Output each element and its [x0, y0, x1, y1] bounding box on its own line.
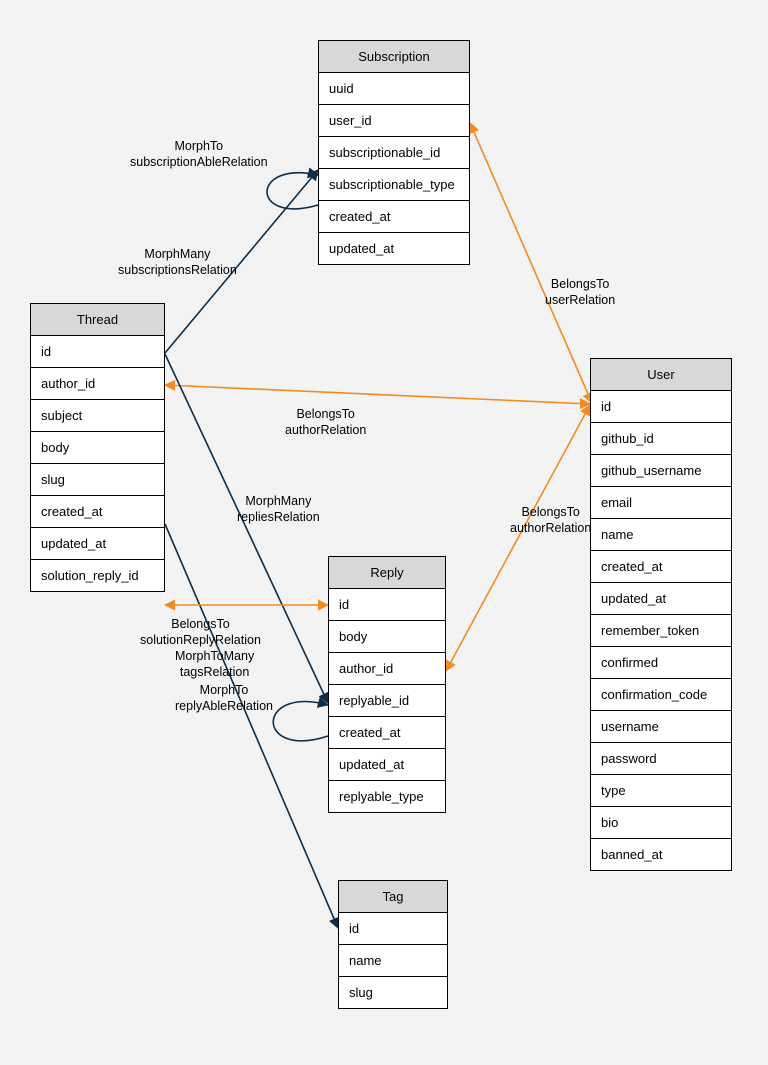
entity-field: updated_at — [591, 583, 731, 615]
entity-field: banned_at — [591, 839, 731, 870]
entity-field: updated_at — [31, 528, 164, 560]
entity-field: bio — [591, 807, 731, 839]
entity-reply: Replyidbodyauthor_idreplyable_idcreated_… — [328, 556, 446, 813]
entity-field: updated_at — [329, 749, 445, 781]
edge-label: MorphManysubscriptionsRelation — [118, 247, 237, 278]
entity-field: password — [591, 743, 731, 775]
entity-field: subscriptionable_id — [319, 137, 469, 169]
edge-thread-sub-morphmany — [165, 170, 318, 353]
entity-field: id — [339, 913, 447, 945]
entity-header: Thread — [31, 304, 164, 336]
entity-field: created_at — [31, 496, 164, 528]
entity-field: name — [339, 945, 447, 977]
entity-field: id — [31, 336, 164, 368]
entity-field: email — [591, 487, 731, 519]
entity-field: github_username — [591, 455, 731, 487]
entity-field: remember_token — [591, 615, 731, 647]
edge-label: MorphManyrepliesRelation — [237, 494, 320, 525]
entity-user: Useridgithub_idgithub_usernameemailnamec… — [590, 358, 732, 871]
edge-thread-tag-morphtomany — [165, 524, 338, 928]
entity-field: confirmation_code — [591, 679, 731, 711]
edge-thread-reply-morphmany — [165, 354, 328, 703]
edge-label: BelongsToauthorRelation — [285, 407, 366, 438]
entity-field: subscriptionable_type — [319, 169, 469, 201]
entity-field: created_at — [591, 551, 731, 583]
edge-label: MorphToreplyAbleRelation — [175, 683, 273, 714]
edge-label: BelongsTouserRelation — [545, 277, 615, 308]
entity-tag: Tagidnameslug — [338, 880, 448, 1009]
entity-subscription: Subscriptionuuiduser_idsubscriptionable_… — [318, 40, 470, 265]
entity-field: uuid — [319, 73, 469, 105]
entity-field: confirmed — [591, 647, 731, 679]
entity-field: author_id — [329, 653, 445, 685]
entity-field: solution_reply_id — [31, 560, 164, 591]
entity-field: replyable_type — [329, 781, 445, 812]
entity-field: body — [329, 621, 445, 653]
entity-field: type — [591, 775, 731, 807]
entity-field: author_id — [31, 368, 164, 400]
edge-reply-user-belongsto — [446, 405, 590, 671]
entity-field: replyable_id — [329, 685, 445, 717]
entity-field: subject — [31, 400, 164, 432]
entity-thread: Threadidauthor_idsubjectbodyslugcreated_… — [30, 303, 165, 592]
entity-field: body — [31, 432, 164, 464]
entity-field: github_id — [591, 423, 731, 455]
edge-sub-user-belongsto — [470, 123, 592, 403]
entity-field: username — [591, 711, 731, 743]
entity-header: Tag — [339, 881, 447, 913]
edge-label: BelongsTosolutionReplyRelation — [140, 617, 261, 648]
entity-field: updated_at — [319, 233, 469, 264]
entity-field: slug — [31, 464, 164, 496]
entity-header: Subscription — [319, 41, 469, 73]
entity-field: name — [591, 519, 731, 551]
edge-label: BelongsToauthorRelation — [510, 505, 591, 536]
edge-reply-self-morphto — [273, 702, 328, 741]
entity-header: User — [591, 359, 731, 391]
edge-label: MorphTosubscriptionAbleRelation — [130, 139, 268, 170]
entity-field: slug — [339, 977, 447, 1008]
entity-field: id — [329, 589, 445, 621]
edge-label: MorphToManytagsRelation — [175, 649, 254, 680]
entity-field: user_id — [319, 105, 469, 137]
entity-header: Reply — [329, 557, 445, 589]
entity-field: id — [591, 391, 731, 423]
entity-field: created_at — [329, 717, 445, 749]
edge-sub-self-morphto — [267, 173, 318, 209]
entity-field: created_at — [319, 201, 469, 233]
edge-thread-user-belongsto — [165, 385, 590, 404]
